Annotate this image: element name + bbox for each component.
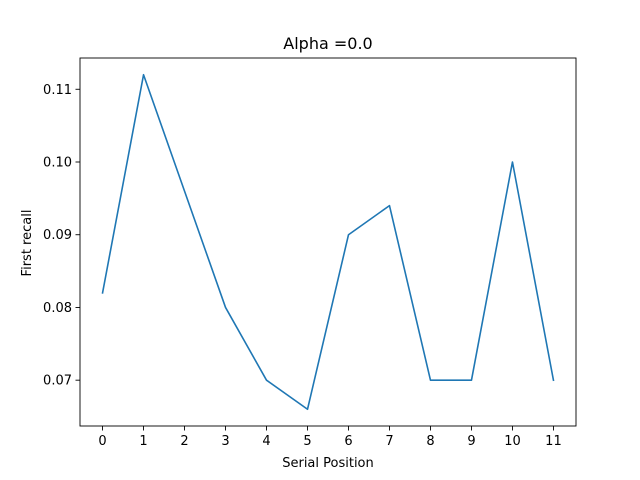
x-tick-label: 7	[385, 434, 393, 449]
x-tick-label: 9	[467, 434, 475, 449]
x-tick-label: 3	[221, 434, 229, 449]
x-tick-label: 4	[262, 434, 270, 449]
y-tick-label: 0.10	[43, 156, 72, 171]
y-tick-label: 0.08	[43, 301, 72, 316]
x-axis-label: Serial Position	[282, 456, 374, 471]
x-tick-label: 6	[344, 434, 352, 449]
x-tick-label: 0	[98, 434, 106, 449]
y-tick-label: 0.07	[43, 374, 72, 389]
x-tick-label: 1	[139, 434, 147, 449]
y-tick-label: 0.09	[43, 228, 72, 243]
axes-frame	[79, 57, 577, 427]
plot-area: 0 1 2 3 4 5 6 7 8 9 10 11 0.07 0.08 0.09 0.10 0.11	[43, 57, 577, 449]
chart-title: Alpha =0.0	[283, 34, 372, 53]
series-line-0	[101, 73, 555, 411]
y-axis-label: First recall	[20, 210, 35, 277]
x-tick-label: 10	[504, 434, 521, 449]
y-tick-label: 0.11	[43, 83, 72, 98]
x-tick-label: 11	[545, 434, 562, 449]
x-tick-label: 5	[303, 434, 311, 449]
x-tick-label: 2	[180, 434, 188, 449]
x-tick-label: 8	[426, 434, 434, 449]
